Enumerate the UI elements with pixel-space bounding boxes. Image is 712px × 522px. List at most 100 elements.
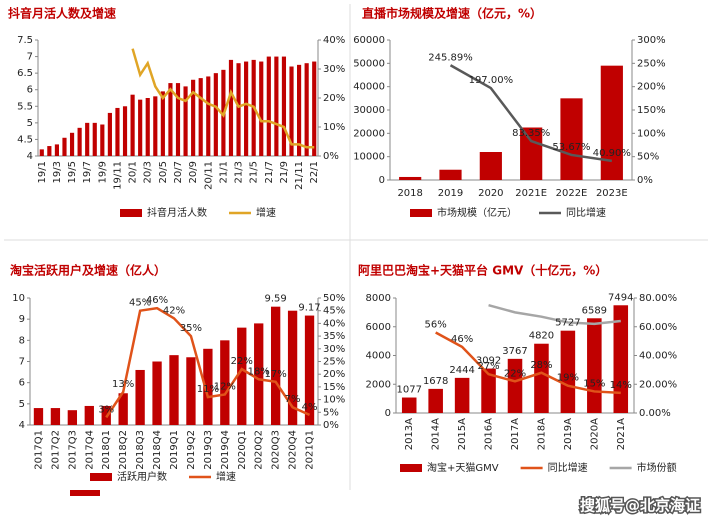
- y2-tick-label: 100%: [637, 128, 666, 139]
- bar: [266, 56, 271, 157]
- data-label: 22%: [231, 356, 253, 367]
- bar: [479, 152, 502, 180]
- data-label: 56%: [425, 320, 447, 331]
- x-tick-label: 2019Q3: [203, 430, 214, 470]
- data-label: 197.00%: [469, 75, 514, 86]
- y2-tick-label: 0%: [323, 420, 339, 431]
- x-tick-label: 2021E: [515, 188, 547, 199]
- x-tick-label: 21/7: [264, 161, 275, 183]
- x-tick-label: 19/1: [37, 161, 48, 183]
- y2-tick-label: 5%: [323, 407, 339, 418]
- bar: [84, 405, 94, 425]
- x-tick-label: 20/7: [173, 161, 184, 183]
- y-tick-label: 6: [27, 85, 33, 96]
- x-tick-label: 19/3: [52, 161, 63, 183]
- bar: [439, 169, 462, 180]
- y-tick-label: 8: [19, 335, 25, 346]
- bar: [520, 127, 543, 180]
- x-tick-label: 2020Q3: [271, 430, 282, 470]
- x-tick-label: 2017Q2: [50, 430, 61, 470]
- bar: [33, 408, 44, 425]
- x-tick-label: 19/7: [82, 161, 93, 183]
- data-label: 1077: [396, 385, 421, 396]
- x-tick-label: 2019Q4: [220, 430, 231, 470]
- data-label: 18%: [248, 366, 270, 377]
- x-tick-label: 2022E: [556, 188, 588, 199]
- x-tick-label: 20/11: [203, 161, 214, 190]
- data-label: 7494: [608, 292, 633, 303]
- bar: [100, 124, 105, 156]
- y2-tick-label: 10%: [323, 395, 345, 406]
- bar: [118, 393, 128, 425]
- y2-tick-label: 20.00%: [639, 379, 677, 390]
- line: [105, 306, 311, 419]
- bar: [186, 357, 196, 425]
- x-tick-label: 2017A: [510, 418, 521, 450]
- y-tick-label: 4.5: [17, 134, 33, 145]
- y2-tick-label: 20%: [323, 369, 345, 380]
- x-tick-label: 2020: [478, 188, 503, 199]
- x-tick-label: 2020Q2: [254, 430, 265, 470]
- bar: [481, 368, 496, 413]
- bar: [236, 63, 241, 157]
- x-tick-label: 2018: [397, 188, 422, 199]
- y2-tick-label: 200%: [637, 82, 666, 93]
- x-tick-label: 2017Q1: [33, 430, 44, 470]
- bar: [312, 61, 317, 156]
- data-label: 17%: [265, 369, 287, 380]
- x-tick-label: 2018Q1: [101, 430, 112, 470]
- bar: [454, 377, 470, 413]
- data-label: 4820: [529, 331, 554, 342]
- data-label: 7%: [285, 394, 301, 405]
- y-tick-label: 9: [19, 314, 25, 325]
- bar: [560, 330, 576, 413]
- y-tick-label: 2000: [366, 379, 391, 390]
- bar: [122, 106, 128, 156]
- data-label: 40.90%: [593, 148, 631, 159]
- x-tick-label: 2017Q3: [67, 430, 78, 470]
- bar: [304, 315, 315, 425]
- y2-tick-label: 35%: [323, 331, 345, 342]
- bar: [428, 388, 443, 413]
- y2-tick-label: 40%: [323, 318, 345, 329]
- y-tick-label: 0: [385, 408, 391, 419]
- decor: [70, 490, 100, 496]
- chart-title: 直播市场规模及增速（亿元，%）: [362, 6, 542, 21]
- y2-tick-label: 20%: [323, 93, 345, 104]
- x-tick-label: 2021Q1: [305, 430, 316, 470]
- line: [449, 64, 613, 163]
- y-tick-label: 4: [27, 151, 33, 162]
- x-tick-label: 2016A: [484, 418, 495, 450]
- bar: [254, 323, 264, 425]
- bar: [175, 83, 181, 156]
- data-label: 19%: [557, 373, 579, 384]
- bar: [244, 61, 249, 156]
- bar: [274, 56, 279, 157]
- bar: [507, 358, 523, 413]
- data-label: 2444: [449, 365, 474, 376]
- line: [131, 48, 315, 149]
- data-label: 5727: [555, 318, 580, 329]
- bar: [191, 79, 196, 156]
- y-tick-label: 40000: [353, 82, 385, 93]
- x-tick-label: 2018Q2: [118, 430, 129, 470]
- y-tick-label: 30000: [353, 105, 385, 116]
- bar: [169, 355, 179, 425]
- bar: [600, 65, 623, 180]
- bar: [130, 94, 135, 156]
- bar: [198, 78, 203, 156]
- bar: [39, 149, 44, 156]
- legend-label: 市场规模（亿元）: [437, 206, 517, 219]
- bar: [587, 318, 602, 413]
- y2-tick-label: 50%: [637, 152, 659, 163]
- y2-tick-label: 30%: [323, 64, 345, 75]
- line: [488, 303, 621, 326]
- x-tick-label: 19/5: [67, 161, 78, 183]
- legend-swatch: [90, 473, 112, 481]
- bar: [69, 132, 75, 156]
- y-tick-label: 6: [19, 378, 25, 389]
- data-label: 3767: [502, 346, 527, 357]
- data-label: 46%: [451, 334, 473, 345]
- y-tick-label: 6000: [366, 322, 391, 333]
